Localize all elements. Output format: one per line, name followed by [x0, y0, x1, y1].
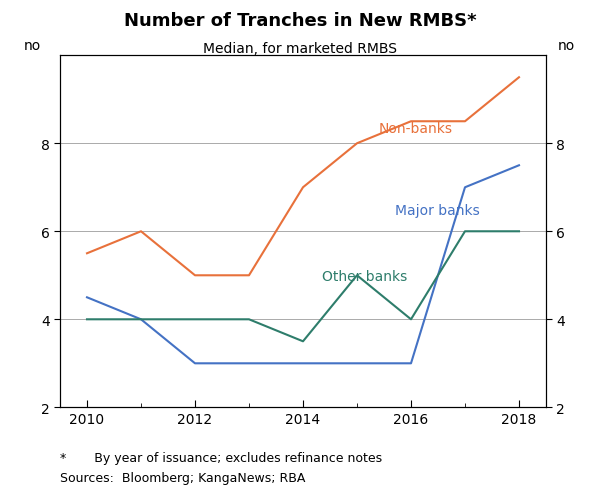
Text: no: no [558, 39, 575, 53]
Text: Sources:  Bloomberg; KangaNews; RBA: Sources: Bloomberg; KangaNews; RBA [60, 471, 305, 484]
Text: Non-banks: Non-banks [379, 122, 452, 136]
Text: Median, for marketed RMBS: Median, for marketed RMBS [203, 41, 397, 56]
Text: *       By year of issuance; excludes refinance notes: * By year of issuance; excludes refinanc… [60, 451, 382, 465]
Text: Major banks: Major banks [395, 203, 479, 217]
Text: Number of Tranches in New RMBS*: Number of Tranches in New RMBS* [124, 12, 476, 30]
Text: no: no [23, 39, 41, 53]
Text: Other banks: Other banks [322, 269, 407, 283]
